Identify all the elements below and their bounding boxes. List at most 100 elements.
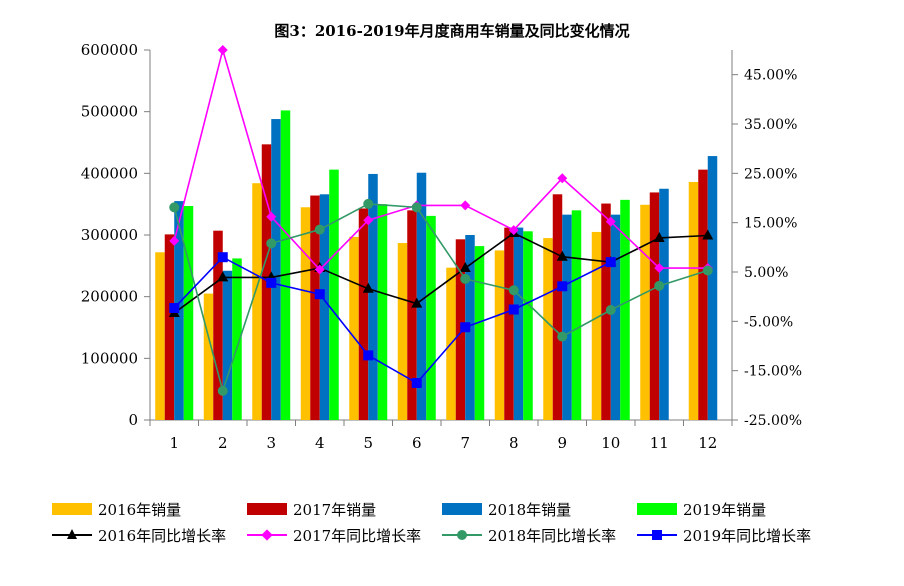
bar bbox=[377, 204, 388, 420]
legend-line bbox=[442, 528, 482, 542]
bar bbox=[329, 169, 339, 420]
y-right-tick-label: 45.00% bbox=[744, 68, 797, 84]
bar bbox=[562, 214, 572, 420]
bar bbox=[474, 246, 485, 420]
bar bbox=[280, 110, 291, 420]
line-point bbox=[557, 281, 568, 292]
line-point bbox=[314, 264, 325, 275]
line-point bbox=[605, 304, 616, 315]
y-right-tick-label: 25.00% bbox=[744, 166, 797, 182]
legend-swatch bbox=[637, 503, 677, 515]
legend-label: 2016年同比增长率 bbox=[98, 526, 227, 545]
legend-swatch bbox=[247, 503, 287, 515]
line-point bbox=[508, 225, 519, 236]
series-line bbox=[173, 256, 612, 385]
line-point bbox=[557, 331, 568, 342]
y-left-tick-label: 600000 bbox=[81, 41, 138, 59]
x-tick-label: 6 bbox=[412, 434, 422, 452]
x-tick-label: 10 bbox=[601, 434, 620, 452]
x-tick-label: 3 bbox=[266, 434, 276, 452]
legend-line bbox=[637, 528, 677, 542]
line-point bbox=[411, 378, 422, 388]
legend-swatch bbox=[442, 503, 482, 515]
line-point bbox=[362, 282, 374, 293]
legend-label: 2019年销量 bbox=[683, 500, 767, 519]
bar bbox=[368, 173, 378, 420]
x-tick-label: 11 bbox=[650, 434, 669, 452]
legend-swatch bbox=[52, 503, 92, 515]
legend-label: 2017年销量 bbox=[293, 500, 377, 519]
y-right-tick-label: -5.00% bbox=[744, 314, 793, 330]
bar bbox=[407, 210, 417, 420]
bar bbox=[523, 231, 533, 420]
series-line bbox=[173, 203, 708, 394]
bar bbox=[513, 227, 524, 420]
legend-marker-circle bbox=[457, 530, 467, 540]
legend-marker-square bbox=[652, 530, 662, 540]
line-point bbox=[508, 285, 519, 296]
bar bbox=[155, 252, 165, 420]
bar bbox=[416, 172, 427, 420]
y-left-tick-label: 0 bbox=[128, 411, 138, 429]
bar bbox=[203, 293, 214, 420]
legend-label: 2017年同比增长率 bbox=[293, 526, 422, 545]
line-point bbox=[217, 271, 229, 282]
line-point bbox=[653, 231, 665, 242]
bar bbox=[213, 230, 223, 420]
legend-label: 2016年销量 bbox=[98, 500, 182, 519]
bar bbox=[397, 243, 408, 420]
bar bbox=[358, 208, 369, 420]
series-line bbox=[173, 46, 708, 271]
x-tick-label: 2 bbox=[218, 434, 228, 452]
line-point bbox=[459, 262, 471, 273]
legend-label: 2018年销量 bbox=[488, 500, 572, 519]
bar bbox=[252, 183, 262, 420]
line-point bbox=[702, 229, 714, 240]
bar bbox=[349, 236, 359, 420]
line-point bbox=[217, 252, 228, 263]
y-left-tick-label: 100000 bbox=[81, 349, 138, 367]
bar bbox=[659, 188, 669, 420]
line-point bbox=[557, 173, 568, 184]
legend-item: 2019年同比增长率 bbox=[637, 525, 832, 546]
y-right-tick-label: -25.00% bbox=[744, 413, 802, 429]
bar bbox=[698, 169, 708, 420]
legend-row-bars: 2016年销量 2017年销量 2018年销量 2019年销量 bbox=[52, 496, 882, 522]
line-point bbox=[460, 273, 471, 284]
bar bbox=[707, 156, 718, 421]
line-point bbox=[217, 45, 228, 55]
legend-label: 2018年同比增长率 bbox=[488, 526, 617, 545]
legend-item: 2016年销量 bbox=[52, 499, 247, 520]
bar bbox=[552, 194, 563, 420]
line-point bbox=[266, 211, 277, 222]
chart-title: 图3：2016-2019年月度商用车销量及同比变化情况 bbox=[274, 22, 630, 40]
x-tick-label: 12 bbox=[698, 434, 717, 452]
line-point bbox=[460, 200, 471, 211]
line-point bbox=[654, 280, 665, 291]
y-left-tick-label: 400000 bbox=[81, 164, 138, 182]
line-point bbox=[363, 215, 374, 226]
line-point bbox=[605, 216, 616, 227]
bar bbox=[310, 195, 320, 420]
x-tick-label: 8 bbox=[509, 434, 519, 452]
legend-marker-diamond bbox=[261, 529, 273, 541]
line-point bbox=[508, 304, 519, 315]
legend-item: 2016年同比增长率 bbox=[52, 525, 247, 546]
bar bbox=[494, 250, 505, 420]
line-point bbox=[460, 322, 471, 333]
bar bbox=[620, 199, 630, 420]
bar bbox=[319, 194, 330, 420]
y-left-tick-label: 500000 bbox=[81, 103, 138, 121]
legend-marker-triangle bbox=[67, 529, 77, 539]
bar bbox=[426, 215, 436, 420]
bar bbox=[300, 207, 311, 420]
y-right-tick-label: 35.00% bbox=[744, 117, 797, 133]
legend-line bbox=[247, 528, 287, 542]
bar bbox=[688, 181, 699, 420]
line-point bbox=[605, 257, 616, 268]
x-tick-label: 7 bbox=[460, 434, 470, 452]
bar bbox=[640, 204, 650, 420]
line-point bbox=[411, 297, 423, 308]
